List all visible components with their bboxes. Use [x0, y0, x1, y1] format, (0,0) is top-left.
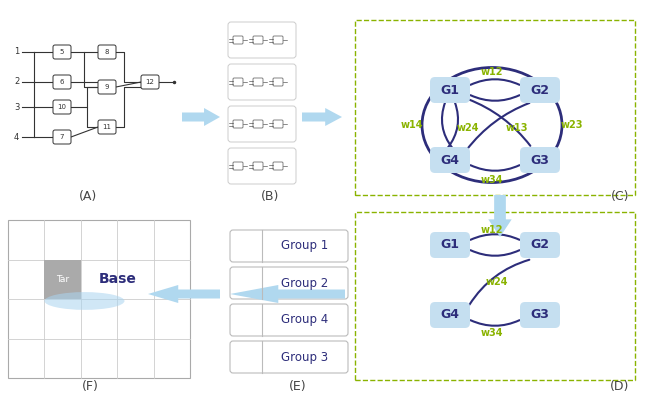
FancyArrowPatch shape — [471, 234, 519, 240]
FancyArrow shape — [182, 108, 220, 126]
Text: (E): (E) — [289, 380, 307, 393]
FancyBboxPatch shape — [53, 75, 71, 89]
Text: w12: w12 — [481, 225, 503, 235]
Text: 4: 4 — [14, 132, 19, 142]
FancyBboxPatch shape — [53, 130, 71, 144]
FancyBboxPatch shape — [230, 267, 348, 299]
Text: 9: 9 — [105, 84, 109, 90]
FancyBboxPatch shape — [98, 45, 116, 59]
FancyBboxPatch shape — [253, 162, 263, 170]
FancyBboxPatch shape — [230, 230, 348, 262]
Text: G2: G2 — [531, 84, 549, 96]
FancyBboxPatch shape — [520, 302, 560, 328]
FancyBboxPatch shape — [53, 45, 71, 59]
Bar — [8, 220, 190, 378]
FancyArrowPatch shape — [442, 103, 452, 148]
Text: w13: w13 — [506, 123, 528, 133]
Text: (F): (F) — [82, 380, 98, 393]
FancyBboxPatch shape — [233, 162, 243, 170]
FancyBboxPatch shape — [230, 304, 348, 336]
FancyBboxPatch shape — [253, 78, 263, 86]
Text: (A): (A) — [79, 190, 97, 203]
Text: 2: 2 — [14, 78, 19, 86]
FancyBboxPatch shape — [273, 162, 283, 170]
Text: G2: G2 — [531, 238, 549, 252]
Text: Tar: Tar — [56, 275, 69, 284]
FancyBboxPatch shape — [233, 120, 243, 128]
Text: w24: w24 — [457, 123, 479, 133]
FancyBboxPatch shape — [228, 106, 296, 142]
Text: 1: 1 — [14, 48, 19, 56]
FancyArrowPatch shape — [467, 99, 530, 146]
FancyArrow shape — [302, 108, 342, 126]
Text: w24: w24 — [485, 277, 508, 287]
FancyBboxPatch shape — [520, 232, 560, 258]
Text: (C): (C) — [610, 190, 629, 203]
FancyBboxPatch shape — [53, 100, 71, 114]
Text: 10: 10 — [57, 104, 66, 110]
FancyBboxPatch shape — [228, 64, 296, 100]
Text: Group 1: Group 1 — [281, 240, 329, 252]
FancyArrowPatch shape — [469, 260, 529, 305]
Text: w14: w14 — [401, 120, 423, 130]
FancyBboxPatch shape — [430, 302, 470, 328]
FancyArrowPatch shape — [471, 320, 519, 326]
FancyBboxPatch shape — [98, 80, 116, 94]
Text: 12: 12 — [146, 79, 154, 85]
FancyBboxPatch shape — [233, 78, 243, 86]
Text: 5: 5 — [60, 49, 65, 55]
Text: Group 2: Group 2 — [281, 276, 329, 290]
FancyBboxPatch shape — [273, 78, 283, 86]
Text: 8: 8 — [105, 49, 109, 55]
FancyBboxPatch shape — [253, 36, 263, 44]
FancyArrow shape — [230, 285, 345, 303]
FancyArrowPatch shape — [471, 250, 519, 256]
Text: Base: Base — [98, 272, 136, 286]
Text: G4: G4 — [440, 154, 460, 166]
Text: w34: w34 — [481, 328, 503, 338]
Text: (D): (D) — [610, 380, 630, 393]
Text: Group 3: Group 3 — [281, 350, 329, 364]
FancyBboxPatch shape — [430, 147, 470, 173]
Bar — [355, 212, 635, 380]
FancyArrow shape — [148, 285, 220, 303]
FancyArrowPatch shape — [448, 102, 458, 148]
Text: G1: G1 — [440, 84, 460, 96]
FancyBboxPatch shape — [98, 120, 116, 134]
FancyBboxPatch shape — [230, 341, 348, 373]
FancyBboxPatch shape — [141, 75, 159, 89]
Text: 11: 11 — [102, 124, 112, 130]
FancyArrow shape — [488, 195, 511, 237]
FancyBboxPatch shape — [233, 36, 243, 44]
Bar — [45, 260, 81, 299]
FancyBboxPatch shape — [430, 77, 470, 103]
FancyBboxPatch shape — [520, 77, 560, 103]
Text: G3: G3 — [531, 308, 549, 322]
FancyBboxPatch shape — [228, 148, 296, 184]
Text: w23: w23 — [561, 120, 583, 130]
FancyBboxPatch shape — [273, 36, 283, 44]
Text: 7: 7 — [60, 134, 65, 140]
Text: Group 4: Group 4 — [281, 314, 329, 326]
FancyArrowPatch shape — [471, 165, 519, 171]
FancyBboxPatch shape — [228, 22, 296, 58]
FancyBboxPatch shape — [253, 120, 263, 128]
FancyBboxPatch shape — [520, 147, 560, 173]
Text: G4: G4 — [440, 308, 460, 322]
FancyArrowPatch shape — [471, 79, 519, 85]
Text: (B): (B) — [261, 190, 279, 203]
Ellipse shape — [45, 292, 124, 310]
Text: G1: G1 — [440, 238, 460, 252]
Text: w34: w34 — [481, 175, 503, 185]
FancyArrowPatch shape — [471, 95, 519, 101]
Text: 3: 3 — [14, 102, 19, 112]
Text: G3: G3 — [531, 154, 549, 166]
FancyArrowPatch shape — [467, 103, 529, 150]
Text: w12: w12 — [481, 67, 503, 77]
FancyBboxPatch shape — [430, 232, 470, 258]
Bar — [355, 20, 635, 195]
FancyBboxPatch shape — [273, 120, 283, 128]
Text: 6: 6 — [60, 79, 65, 85]
